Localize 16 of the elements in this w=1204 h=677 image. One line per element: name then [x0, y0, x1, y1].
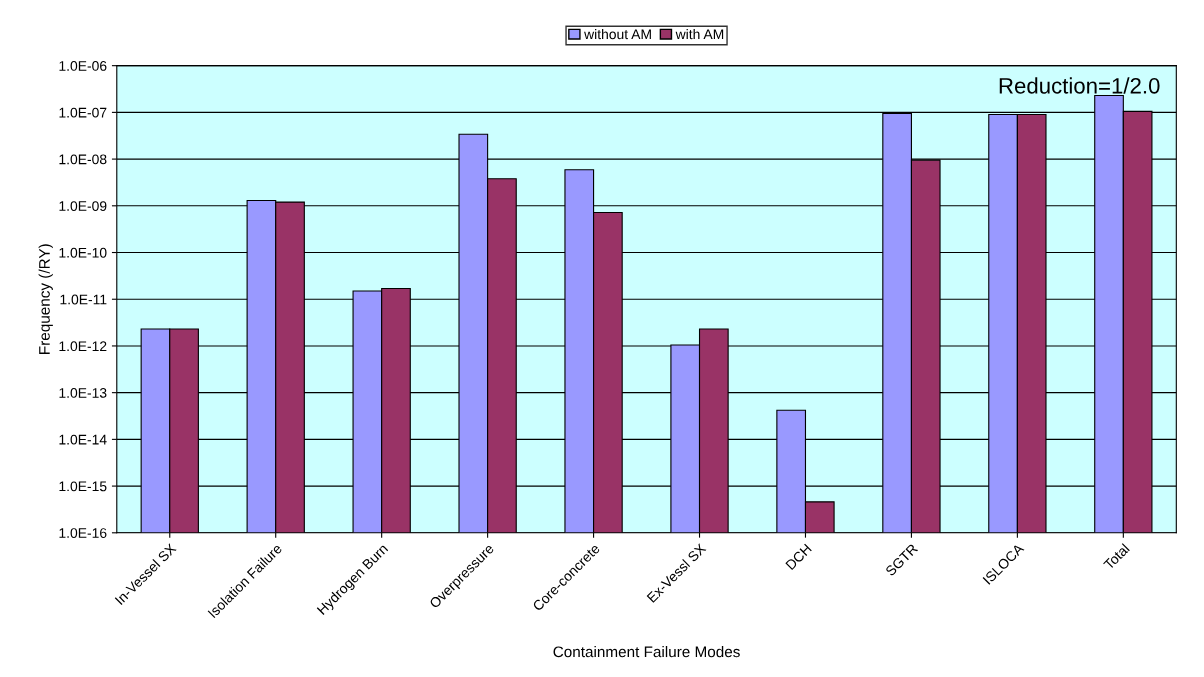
y-tick-label: 1.0E-07 — [59, 107, 107, 118]
y-tick-label: 1.0E-10 — [59, 247, 107, 258]
y-tick-label: 1.0E-14 — [59, 434, 107, 445]
y-tick-label: 1.0E-06 — [59, 61, 107, 71]
y-tick-label: 1.0E-12 — [59, 341, 107, 352]
y-tick-label: 1.0E-11 — [60, 294, 107, 305]
legend-label: with AM — [675, 28, 724, 40]
y-tick-label: 1.0E-13 — [59, 387, 107, 398]
annotation: Reduction=1/2.0 — [999, 77, 1160, 94]
y-tick-label: 1.0E-15 — [59, 481, 107, 492]
y-axis-title: Frequency (/RY) — [38, 244, 53, 354]
x-axis-title: Containment Failure Modes — [553, 646, 740, 658]
y-tick-label: 1.0E-16 — [59, 528, 107, 538]
y-tick-label: 1.0E-08 — [59, 154, 107, 165]
legend-label: without AM — [584, 28, 651, 40]
y-tick-label: 1.0E-09 — [59, 201, 107, 211]
